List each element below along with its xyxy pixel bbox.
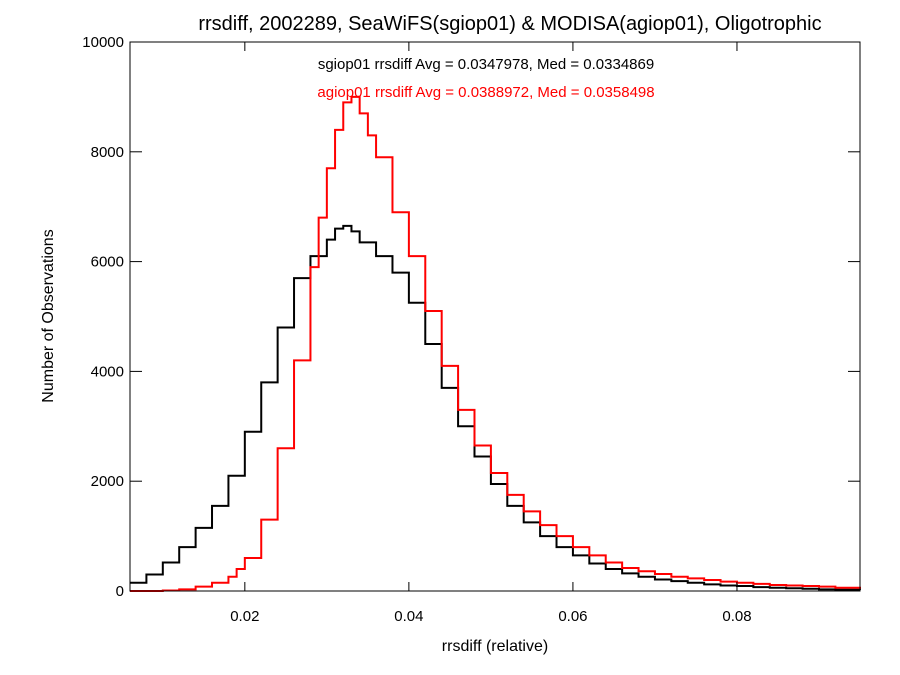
annotation-sgiop01: sgiop01 rrsdiff Avg = 0.0347978, Med = 0… [318,56,654,73]
y-tick-label: 6000 [91,254,124,271]
annotation-agiop01: agiop01 rrsdiff Avg = 0.0388972, Med = 0… [317,84,654,101]
y-tick-label: 2000 [91,473,124,490]
series-line-0 [130,224,861,591]
plot-frame [129,41,861,592]
chart-title: rrsdiff, 2002289, SeaWiFS(sgiop01) & MOD… [198,13,821,35]
y-tick-label: 4000 [91,363,124,380]
y-tick-label: 8000 [91,144,124,161]
series-line-1 [130,95,861,592]
y-tick-label: 10000 [82,34,124,51]
y-tick-label: 0 [116,583,124,600]
series-layer [130,95,861,592]
x-tick-label: 0.02 [230,608,259,625]
x-tick-label: 0.04 [394,608,423,625]
x-tick-label: 0.08 [722,608,751,625]
x-tick-label: 0.06 [558,608,587,625]
x-axis-label: rrsdiff (relative) [442,638,548,655]
y-axis-label: Number of Observations [40,229,57,402]
axes-layer: 0.02 0.04 0.06 0.08 0 2000 4000 6000 8000 10000 [82,34,860,625]
